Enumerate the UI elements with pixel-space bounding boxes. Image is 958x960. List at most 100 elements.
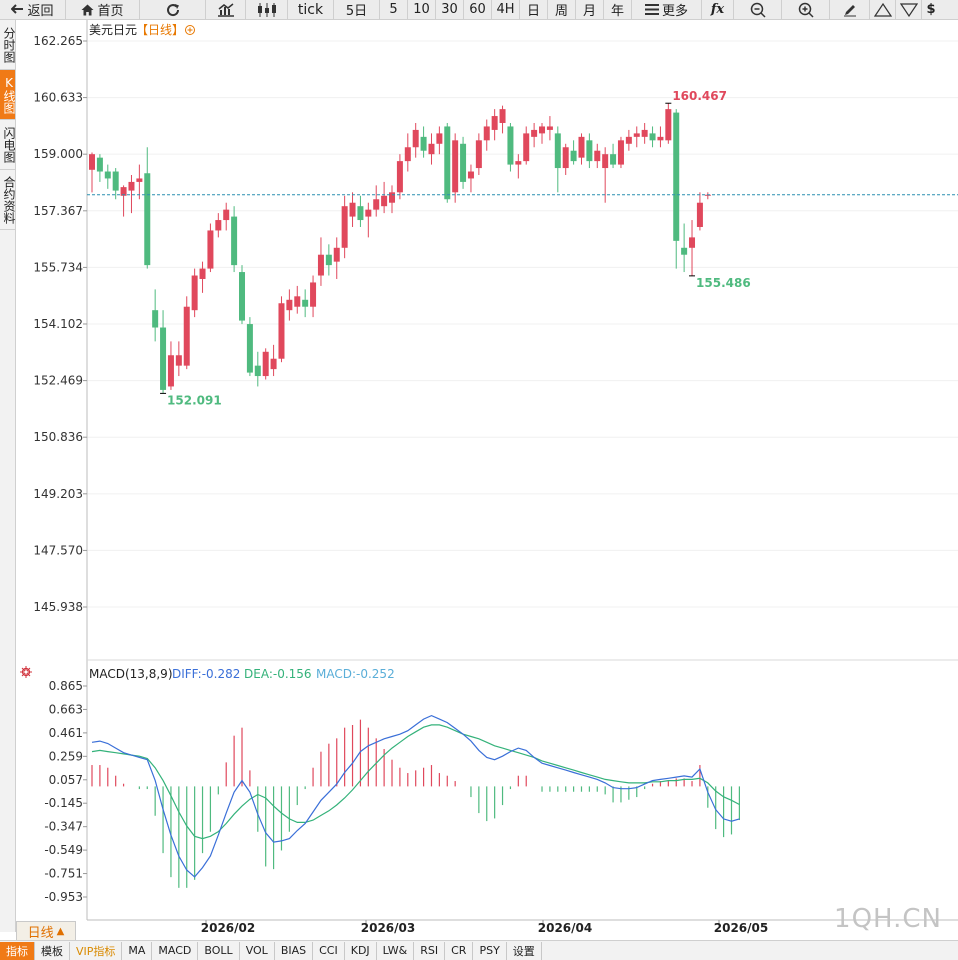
draw-pen-button[interactable]: [830, 0, 870, 19]
candle[interactable]: [641, 122, 648, 144]
candle[interactable]: [254, 351, 261, 387]
candle[interactable]: [325, 244, 332, 276]
candle[interactable]: [460, 136, 467, 189]
candle[interactable]: [578, 133, 585, 165]
chart-canvas[interactable]: 162.265 160.633 159.000 157.367 155.734 154.1…: [0, 20, 958, 940]
candle[interactable]: [554, 126, 561, 193]
indicator-tab-3[interactable]: MA: [122, 941, 153, 960]
candle[interactable]: [160, 310, 167, 394]
period-5d[interactable]: 5日: [334, 0, 380, 19]
settings-icon[interactable]: [20, 666, 32, 678]
period-4h[interactable]: 4H: [492, 0, 520, 19]
formula-button[interactable]: fx: [702, 0, 734, 19]
indicator-tab-14[interactable]: 设置: [507, 941, 542, 960]
candle[interactable]: [483, 119, 490, 151]
period-month[interactable]: 月: [576, 0, 604, 19]
candle[interactable]: [657, 126, 664, 148]
line-chart-button[interactable]: [206, 0, 246, 19]
home-button[interactable]: 首页: [66, 0, 140, 19]
candle[interactable]: [333, 237, 340, 279]
candle[interactable]: [428, 133, 435, 165]
candle[interactable]: [286, 289, 293, 321]
candle[interactable]: [349, 192, 356, 227]
indicator-tab-12[interactable]: CR: [445, 941, 474, 960]
tab-contract-info[interactable]: 合约资料: [0, 170, 16, 230]
refresh-button[interactable]: [140, 0, 206, 19]
candle[interactable]: [144, 147, 151, 269]
candle[interactable]: [491, 109, 498, 141]
candle[interactable]: [562, 143, 569, 175]
candle[interactable]: [120, 185, 127, 217]
candle[interactable]: [96, 154, 103, 182]
candle[interactable]: [665, 103, 672, 144]
candle[interactable]: [396, 154, 403, 200]
candle[interactable]: [278, 296, 285, 363]
candle[interactable]: [539, 122, 546, 144]
candle[interactable]: [317, 237, 324, 286]
candle[interactable]: [365, 202, 372, 238]
candle[interactable]: [207, 223, 214, 273]
period-60[interactable]: 60: [464, 0, 492, 19]
period-5[interactable]: 5: [380, 0, 408, 19]
candle[interactable]: [302, 289, 309, 318]
candle[interactable]: [467, 164, 474, 193]
candle[interactable]: [420, 126, 427, 158]
candle[interactable]: [136, 164, 143, 200]
indicator-tab-7[interactable]: BIAS: [275, 941, 314, 960]
zoom-out-button[interactable]: [734, 0, 782, 19]
candle[interactable]: [499, 105, 506, 134]
candle[interactable]: [475, 133, 482, 175]
indicator-tab-10[interactable]: LW&: [377, 941, 415, 960]
indicator-tab-6[interactable]: VOL: [240, 941, 275, 960]
candle[interactable]: [310, 275, 317, 318]
candle[interactable]: [523, 126, 530, 165]
indicator-tab-11[interactable]: RSI: [414, 941, 446, 960]
candle[interactable]: [223, 202, 230, 231]
candle[interactable]: [681, 223, 688, 273]
candle[interactable]: [689, 220, 696, 276]
candle[interactable]: [191, 268, 198, 318]
candle[interactable]: [610, 143, 617, 169]
candle[interactable]: [594, 143, 601, 169]
period-30[interactable]: 30: [436, 0, 464, 19]
candle[interactable]: [341, 195, 348, 259]
back-button[interactable]: 返回: [0, 0, 66, 19]
candlestick-button[interactable]: [246, 0, 288, 19]
candle[interactable]: [199, 261, 206, 293]
indicator-tab-8[interactable]: CCI: [313, 941, 345, 960]
candle[interactable]: [531, 122, 538, 148]
candle[interactable]: [696, 192, 703, 231]
candle[interactable]: [546, 116, 553, 141]
candle[interactable]: [633, 126, 640, 148]
candle[interactable]: [294, 285, 301, 314]
candle[interactable]: [167, 341, 174, 390]
candle[interactable]: [586, 133, 593, 169]
more-tools-button[interactable]: $: [922, 0, 940, 19]
plus-circle-icon[interactable]: [185, 25, 195, 35]
more-button[interactable]: 更多: [632, 0, 702, 19]
tab-flash-chart[interactable]: 闪电图: [0, 120, 16, 170]
candle[interactable]: [373, 185, 380, 217]
candle[interactable]: [231, 206, 238, 273]
indicator-tab-0[interactable]: 指标: [0, 941, 35, 960]
candle[interactable]: [515, 154, 522, 179]
candle[interactable]: [215, 213, 222, 238]
period-week[interactable]: 周: [548, 0, 576, 19]
candle[interactable]: [436, 126, 443, 155]
indicator-tab-5[interactable]: BOLL: [198, 941, 240, 960]
chart-area[interactable]: 162.265 160.633 159.000 157.367 155.734 154.1…: [0, 20, 958, 940]
candle[interactable]: [452, 133, 459, 203]
candle[interactable]: [104, 164, 111, 189]
candle[interactable]: [112, 168, 119, 200]
indicator-tab-2[interactable]: VIP指标: [70, 941, 123, 960]
candle[interactable]: [704, 192, 711, 200]
candle[interactable]: [152, 289, 159, 342]
candle[interactable]: [507, 122, 514, 172]
candle[interactable]: [270, 344, 277, 377]
candle[interactable]: [262, 348, 269, 380]
period-tick[interactable]: tick: [288, 0, 334, 19]
candle[interactable]: [444, 122, 451, 203]
candle[interactable]: [381, 181, 388, 214]
indicator-tab-9[interactable]: KDJ: [345, 941, 377, 960]
zoom-in-button[interactable]: [782, 0, 830, 19]
